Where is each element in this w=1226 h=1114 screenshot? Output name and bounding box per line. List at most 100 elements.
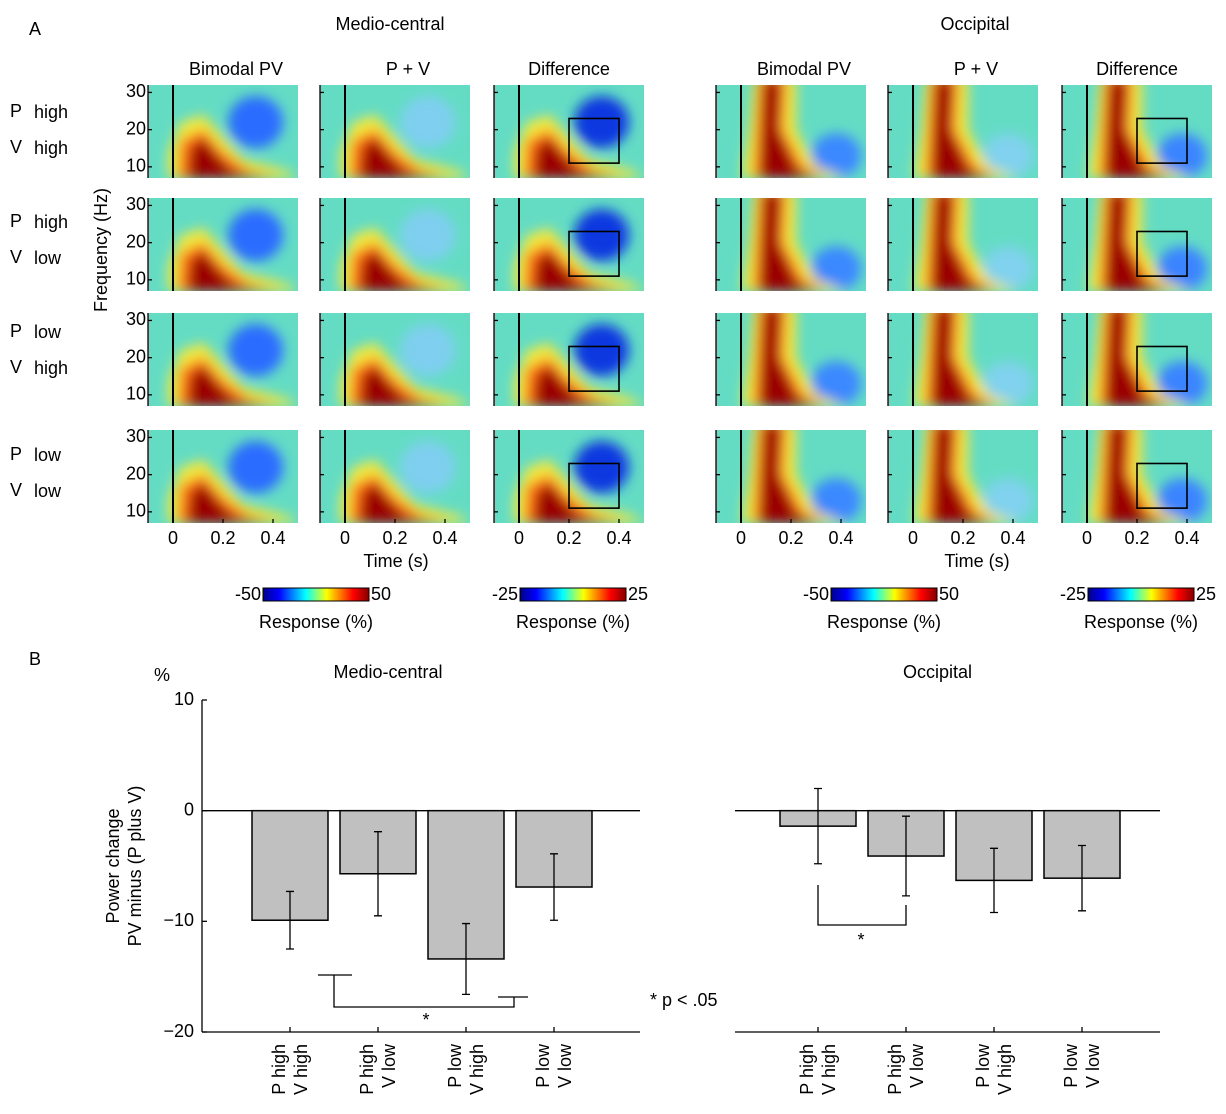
row-label: high	[34, 102, 68, 122]
heatmap-blob	[1157, 246, 1207, 291]
colorbar	[1087, 587, 1195, 602]
y-tick-label: −20	[163, 1021, 194, 1041]
x-tick-label: P low	[973, 1043, 993, 1088]
x-axis-label: Time (s)	[363, 551, 428, 571]
column-title: Bimodal PV	[757, 59, 851, 79]
x-tick-label: V high	[995, 1044, 1015, 1095]
row-label: V	[10, 357, 22, 377]
heatmap-blob	[983, 478, 1033, 523]
heatmap-blob	[931, 430, 988, 523]
x-tick-label: 0.2	[556, 528, 581, 548]
heatmap	[888, 430, 1038, 523]
row-label: low	[34, 248, 62, 268]
heatmap-blob	[1105, 198, 1162, 291]
x-axis-label: Time (s)	[944, 551, 1009, 571]
x-tick-label: P low	[533, 1043, 553, 1088]
x-tick-label: 0.4	[432, 528, 457, 548]
colorbar	[830, 587, 938, 602]
heatmap	[888, 313, 1038, 406]
colorbar-max: 25	[1196, 584, 1216, 604]
bracket	[318, 974, 528, 1008]
heatmap-blob	[931, 198, 988, 291]
heatmap-blob	[574, 96, 629, 149]
row-label: V	[10, 247, 22, 267]
roi-box	[1136, 462, 1188, 509]
row-label: P	[10, 211, 22, 231]
heatmap-blob	[759, 430, 816, 523]
heatmap	[716, 85, 866, 178]
heatmap	[148, 313, 298, 406]
heatmap	[716, 430, 866, 523]
heatmap-blobs	[741, 198, 861, 291]
x-tick-label: P high	[357, 1044, 377, 1095]
error-bar	[286, 890, 294, 950]
heatmap-blobs	[1087, 430, 1207, 523]
heatmap-blobs	[340, 441, 470, 523]
x-tick-label: V high	[291, 1044, 311, 1095]
chart-title: Occipital	[903, 662, 972, 682]
y-tick-label: 10	[174, 689, 194, 709]
y-axis-label: Power change	[103, 808, 123, 923]
heatmap-blob	[574, 441, 629, 494]
panel-label: B	[29, 649, 41, 669]
heatmap-blob	[188, 250, 268, 291]
x-tick-label: 0.2	[1124, 528, 1149, 548]
colorbar-label: Response (%)	[827, 612, 941, 632]
x-tick-label: 0.2	[382, 528, 407, 548]
column-title: Difference	[1096, 59, 1178, 79]
x-tick-label: 0.4	[260, 528, 285, 548]
heatmap-blobs	[514, 96, 644, 178]
heatmap-blob	[759, 313, 816, 406]
heatmap-blob	[360, 482, 440, 523]
column-title: Difference	[528, 59, 610, 79]
heatmap-blob	[360, 365, 440, 406]
heatmap-blob	[188, 365, 268, 406]
y-tick-label: 20	[126, 346, 146, 366]
y-tick-label: 10	[126, 501, 146, 521]
x-tick-label: P low	[445, 1043, 465, 1088]
row-label: high	[34, 212, 68, 232]
row-label: P	[10, 321, 22, 341]
y-tick-label: 30	[126, 309, 146, 329]
heatmap-blobs	[168, 324, 298, 406]
x-tick-label: 0.4	[1000, 528, 1025, 548]
heatmap-blobs	[514, 324, 644, 406]
y-tick-label: 30	[126, 81, 146, 101]
x-tick-label: P high	[885, 1044, 905, 1095]
colorbar	[262, 587, 370, 602]
heatmap-blobs	[913, 85, 1033, 178]
bracket	[817, 885, 907, 926]
heatmap-blob	[534, 482, 614, 523]
heatmap-blob	[360, 137, 440, 178]
y-tick-label: 0	[184, 799, 194, 819]
roi-box	[568, 230, 620, 277]
colorbar-max: 50	[371, 584, 391, 604]
colorbar-max: 25	[628, 584, 648, 604]
x-tick-label: 0.4	[606, 528, 631, 548]
heatmap-blobs	[913, 198, 1033, 291]
error-bar	[1078, 844, 1086, 912]
heatmap-blobs	[340, 324, 470, 406]
x-tick-label: V high	[819, 1044, 839, 1095]
y-axis-label: Frequency (Hz)	[91, 188, 111, 312]
x-tick-label: V high	[467, 1044, 487, 1095]
x-tick-label: V low	[379, 1043, 399, 1088]
heatmap-blob	[759, 85, 816, 178]
heatmap-blob	[1157, 478, 1207, 523]
heatmap-blob	[574, 324, 629, 377]
heatmap-blob	[931, 85, 988, 178]
annotation: *	[857, 930, 864, 950]
x-tick-label: 0	[340, 528, 350, 548]
y-tick-label: 30	[126, 194, 146, 214]
heatmap-blob	[759, 198, 816, 291]
heatmap-blob	[1105, 430, 1162, 523]
x-tick-label: V low	[907, 1043, 927, 1088]
heatmap-blob	[188, 137, 268, 178]
y-axis-label: PV minus (P plus V)	[125, 786, 145, 947]
heatmap-blob	[360, 250, 440, 291]
y-tick-label: 10	[126, 384, 146, 404]
y-tick-label: 20	[126, 118, 146, 138]
